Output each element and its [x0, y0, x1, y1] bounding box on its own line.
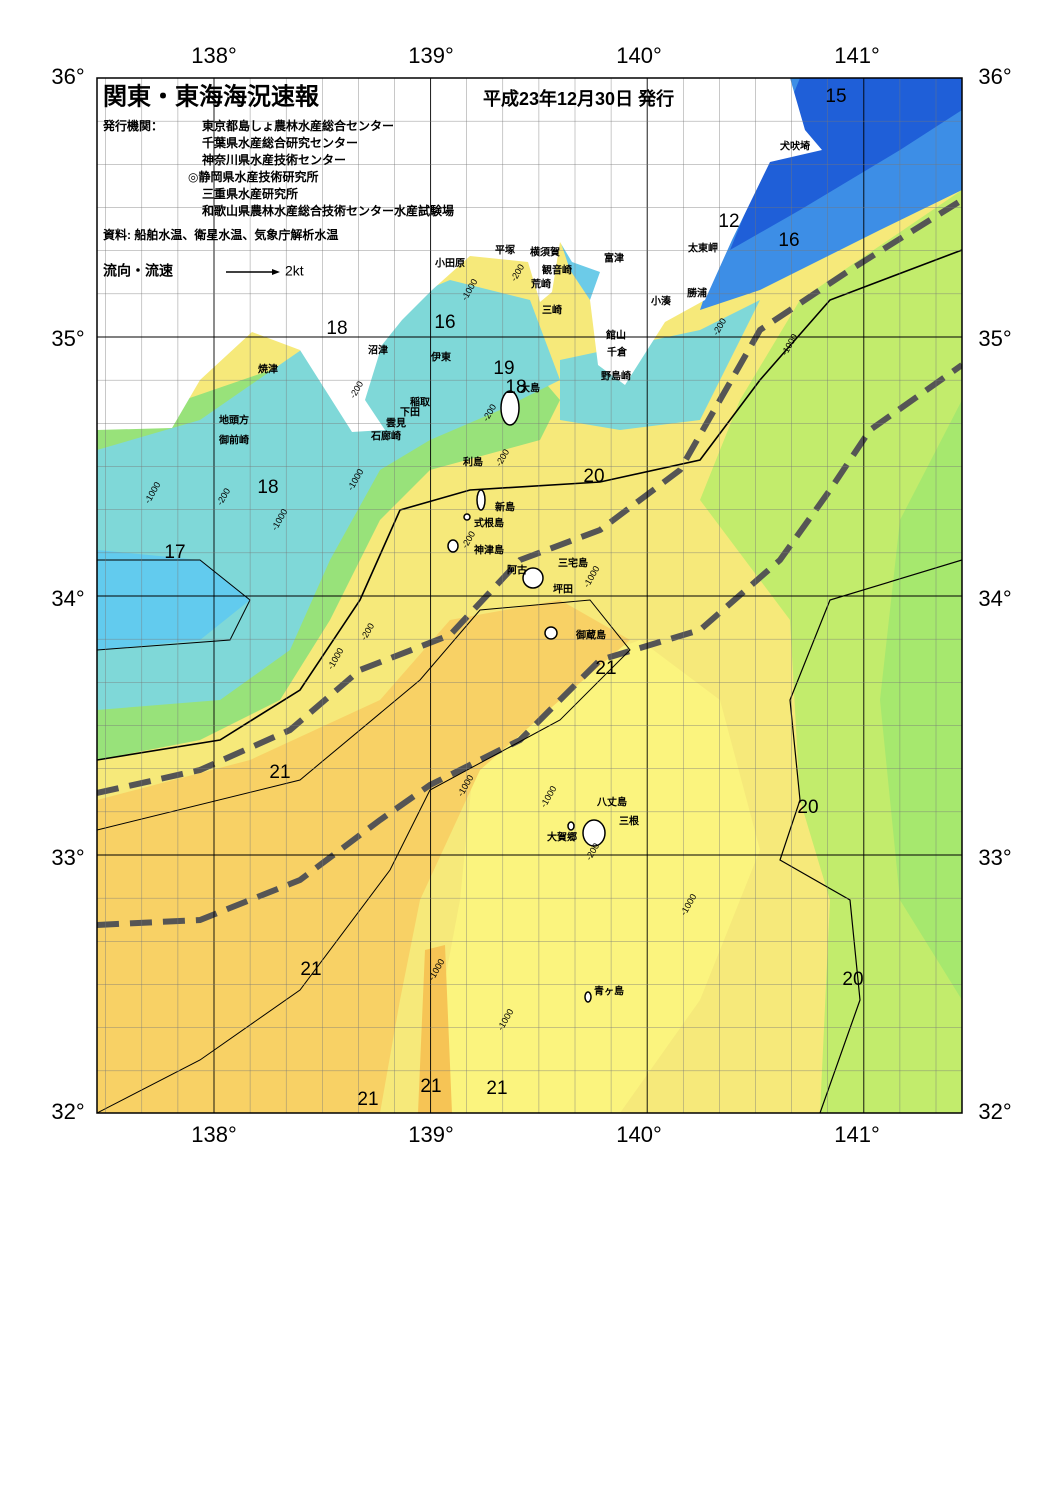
place-name: 下田: [400, 407, 420, 419]
isotherm-label: 18: [257, 477, 278, 498]
isotherm-label: 16: [434, 312, 455, 333]
place-name: 新島: [495, 501, 515, 514]
place-name: 地頭方: [219, 414, 249, 427]
isotherm-label: 16: [778, 230, 799, 251]
lon-label: 141°: [834, 1122, 880, 1147]
isotherm-label: 20: [583, 466, 604, 487]
issue-date: 平成23年12月30日 発行: [483, 88, 674, 109]
lat-label: 32°: [978, 1099, 1011, 1124]
isotherm-label: 18: [326, 318, 347, 339]
place-name: 焼津: [258, 363, 278, 376]
place-name: 沼津: [368, 344, 388, 357]
place-name: 小田原: [434, 257, 465, 270]
lon-label: 140°: [616, 43, 662, 68]
isotherm-label: 21: [486, 1078, 507, 1099]
place-name: 式根島: [474, 517, 504, 530]
lat-label: 32°: [51, 1099, 84, 1124]
isotherm-label: 19: [493, 358, 514, 379]
place-name: 三宅島: [558, 557, 588, 570]
source: 資料: 船舶水温、衛星水温、気象庁解析水温: [103, 227, 338, 242]
place-name: 雲見: [386, 418, 406, 430]
place-name: 御前崎: [218, 434, 249, 447]
isotherm-label: 21: [420, 1076, 441, 1097]
lat-label: 36°: [978, 64, 1011, 89]
islands: [447, 390, 606, 1003]
place-name: 御蔵島: [575, 629, 606, 642]
issuer: 神奈川県水産技術センター: [202, 152, 346, 167]
title: 関東・東海海況速報: [103, 82, 320, 110]
lon-label: 140°: [616, 1122, 662, 1147]
place-name: 稲取: [410, 396, 431, 409]
isotherm-label: 21: [357, 1089, 378, 1110]
place-name: 三崎: [542, 304, 562, 317]
place-name: 勝浦: [687, 287, 707, 300]
issuer: 三重県水産研究所: [202, 186, 298, 201]
place-name: 横須賀: [530, 246, 560, 259]
issuer: 千葉県水産総合研究センター: [202, 135, 358, 150]
issuer: 和歌山県農林水産総合技術センター水産試験場: [201, 203, 454, 218]
lon-label: 139°: [408, 1122, 454, 1147]
place-name: 小湊: [650, 295, 672, 308]
lat-label: 35°: [51, 326, 84, 351]
place-name: 伊東: [430, 351, 451, 364]
lat-label: 35°: [978, 326, 1011, 351]
lon-label: 138°: [191, 43, 237, 68]
place-name: 神津島: [474, 544, 504, 557]
lon-label: 141°: [834, 43, 880, 68]
place-name: 犬吠埼: [780, 140, 810, 153]
legend-label: 流向・流速: [103, 263, 173, 279]
issuer-label: 発行機関：: [102, 118, 163, 133]
place-name: 千倉: [607, 346, 628, 359]
place-name: 館山: [605, 329, 626, 342]
isotherm-label: 12: [718, 211, 739, 232]
lat-label: 36°: [51, 64, 84, 89]
place-name: 八丈島: [596, 796, 627, 809]
place-name: 阿古: [507, 564, 527, 577]
place-name: 大島: [520, 382, 540, 395]
lat-label: 33°: [978, 845, 1011, 870]
isotherm-label: 17: [164, 542, 185, 563]
lat-label: 34°: [51, 586, 84, 611]
place-name: 平塚: [495, 244, 515, 257]
place-name: 富津: [604, 252, 624, 265]
place-name: 石廊崎: [370, 430, 401, 443]
place-name: 野島崎: [601, 370, 631, 383]
lat-label: 34°: [978, 586, 1011, 611]
isotherm-label: 21: [595, 658, 616, 679]
labels: 東京都島しょ農林水産総合センター千葉県水産総合研究センター神奈川県水産技術センタ…: [51, 43, 1011, 1147]
place-name: 観音崎: [542, 264, 572, 277]
place-name: 坪田: [553, 583, 573, 596]
place-name: 三根: [619, 815, 639, 828]
place-name: 太東岬: [687, 242, 718, 255]
isotherm-label: 20: [842, 969, 863, 990]
issuer: 東京都島しょ農林水産総合センター: [202, 118, 394, 133]
graticule: [97, 78, 962, 1113]
place-name: 利島: [463, 456, 483, 469]
lon-label: 139°: [408, 43, 454, 68]
legend-scale: 2kt: [285, 263, 304, 279]
isotherm-label: 15: [825, 86, 846, 107]
place-name: 青ヶ島: [594, 985, 624, 998]
place-name: 大賀郷: [547, 831, 577, 844]
isotherm-label: 18: [505, 377, 526, 398]
legend-arrowhead: [272, 269, 280, 275]
issuer: ◎静岡県水産技術研究所: [188, 169, 318, 184]
place-name: 荒崎: [530, 278, 551, 291]
isotherm-label: 21: [300, 959, 321, 980]
isotherm-label: 20: [797, 797, 818, 818]
map-frame: [96, 77, 963, 1114]
isotherm-label: 21: [269, 762, 290, 783]
lat-label: 33°: [51, 845, 84, 870]
lon-label: 138°: [191, 1122, 237, 1147]
